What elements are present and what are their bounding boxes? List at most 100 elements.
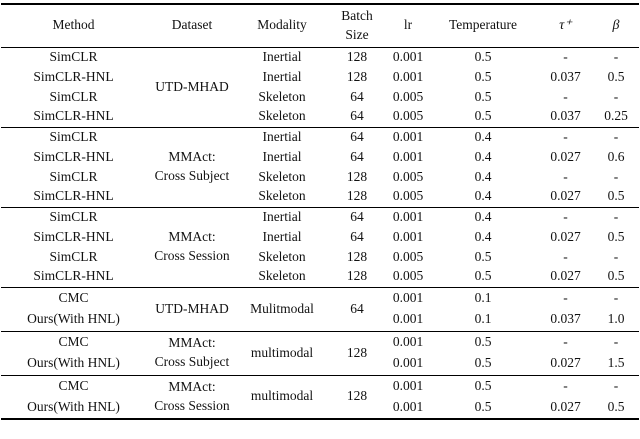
- lr-cell: 0.005: [392, 88, 424, 104]
- beta-cell: 0.5: [607, 399, 625, 415]
- batch-size-cell: 64: [350, 300, 364, 316]
- temperature-cell: 0.5: [474, 48, 492, 64]
- modality-cell: Inertial: [262, 128, 302, 144]
- method-cell: CMC: [58, 377, 89, 393]
- method-cell: SimCLR-HNL: [33, 68, 114, 84]
- modality-cell: Skeleton: [258, 188, 306, 204]
- col-header-dataset: Dataset: [171, 17, 213, 33]
- method-cell: SimCLR-HNL: [33, 228, 114, 244]
- method-cell: SimCLR-HNL: [33, 268, 114, 284]
- table-row: Ours(With HNL) 0.001 0.5 0.027 1.5: [1, 353, 639, 375]
- batch-size-cell: 64: [350, 108, 364, 124]
- table-row: Ours(With HNL) 0.001 0.5 0.027 0.5: [1, 397, 639, 419]
- tau-plus-cell: 0.027: [550, 228, 581, 244]
- modality-cell: Mulitmodal: [250, 300, 314, 316]
- lr-cell: 0.001: [392, 128, 424, 144]
- method-cell: SimCLR: [49, 88, 98, 104]
- temperature-cell: 0.4: [474, 188, 492, 204]
- group-simclr-mmact-cross-subject: SimCLR MMAct: Cross Subject Inertial 64 …: [1, 127, 639, 207]
- table-row: SimCLR Skeleton 128 0.005 0.4 - -: [1, 167, 639, 187]
- temperature-cell: 0.5: [474, 268, 492, 284]
- method-cell: SimCLR: [49, 128, 98, 144]
- group-cmc-mmact-cross-session: CMC MMAct: Cross Session multimodal 128 …: [1, 375, 639, 419]
- table-row: CMC MMAct: Cross Session multimodal 128 …: [1, 375, 639, 413]
- lr-cell: 0.001: [392, 68, 424, 84]
- modality-cell: Skeleton: [258, 168, 306, 184]
- beta-cell: -: [613, 333, 619, 349]
- batch-size-cell: 64: [350, 228, 364, 244]
- tau-plus-cell: 0.027: [550, 355, 581, 371]
- lr-cell: 0.005: [392, 168, 424, 184]
- table-row: SimCLR-HNL Skeleton 64 0.005 0.5 0.037 0…: [1, 107, 639, 127]
- lr-cell: 0.005: [392, 188, 424, 204]
- beta-cell: -: [613, 168, 619, 184]
- batch-size-cell: 128: [346, 388, 368, 404]
- lr-cell: 0.001: [392, 311, 424, 327]
- method-cell: SimCLR: [49, 248, 98, 264]
- tau-plus-cell: 0.037: [550, 108, 581, 124]
- col-header-temperature: Temperature: [448, 17, 517, 33]
- modality-cell: multimodal: [250, 344, 314, 360]
- beta-cell: -: [613, 289, 619, 305]
- temperature-cell: 0.5: [474, 248, 492, 264]
- batch-size-cell: 128: [346, 344, 368, 360]
- beta-cell: 1.0: [607, 311, 625, 327]
- method-cell: SimCLR: [49, 48, 98, 64]
- temperature-cell: 0.4: [474, 208, 492, 224]
- modality-cell: multimodal: [250, 388, 314, 404]
- tau-plus-cell: 0.027: [550, 148, 581, 164]
- method-cell: CMC: [58, 289, 89, 305]
- beta-cell: -: [613, 88, 619, 104]
- lr-cell: 0.001: [392, 377, 424, 393]
- batch-size-cell: 64: [350, 208, 364, 224]
- tau-plus-cell: 0.027: [550, 188, 581, 204]
- group-simclr-utd-mhad: SimCLR UTD-MHAD Inertial 128 0.001 0.5 -…: [1, 47, 639, 127]
- table-row: SimCLR-HNL Inertial 64 0.001 0.4 0.027 0…: [1, 227, 639, 247]
- modality-cell: Skeleton: [258, 268, 306, 284]
- tau-plus-cell: 0.027: [550, 399, 581, 415]
- col-header-beta: β: [612, 17, 620, 33]
- lr-cell: 0.005: [392, 108, 424, 124]
- beta-cell: 1.5: [607, 355, 625, 371]
- modality-cell: Inertial: [262, 68, 302, 84]
- tau-plus-cell: -: [563, 208, 568, 224]
- method-cell: SimCLR-HNL: [33, 148, 114, 164]
- tau-plus-cell: -: [563, 289, 568, 305]
- temperature-cell: 0.5: [474, 108, 492, 124]
- col-header-tau-plus: τ⁺: [559, 17, 572, 33]
- dataset-cell: MMAct: Cross Subject: [154, 149, 230, 183]
- col-header-modality: Modality: [257, 17, 307, 33]
- temperature-cell: 0.5: [474, 399, 492, 415]
- temperature-cell: 0.4: [474, 128, 492, 144]
- modality-cell: Inertial: [262, 208, 302, 224]
- tau-plus-cell: -: [563, 128, 568, 144]
- dataset-cell: MMAct: Cross Session: [154, 378, 230, 413]
- table-row: SimCLR-HNL Inertial 64 0.001 0.4 0.027 0…: [1, 147, 639, 167]
- temperature-cell: 0.1: [474, 289, 492, 305]
- lr-cell: 0.001: [392, 355, 424, 371]
- tau-plus-cell: 0.037: [550, 311, 581, 327]
- modality-cell: Skeleton: [258, 108, 306, 124]
- modality-cell: Skeleton: [258, 88, 306, 104]
- paper-table-container: Method Dataset Modality Batch Size lr Te…: [1, 3, 639, 420]
- lr-cell: 0.005: [392, 248, 424, 264]
- lr-cell: 0.001: [392, 208, 424, 224]
- dataset-cell: UTD-MHAD: [155, 78, 229, 94]
- lr-cell: 0.001: [392, 399, 424, 415]
- tau-plus-cell: -: [563, 333, 568, 349]
- method-cell: SimCLR: [49, 168, 98, 184]
- batch-size-cell: 128: [346, 168, 368, 184]
- table-row: SimCLR Skeleton 64 0.005 0.5 - -: [1, 87, 639, 107]
- modality-cell: Inertial: [262, 228, 302, 244]
- tau-plus-cell: 0.027: [550, 268, 581, 284]
- method-cell: Ours(With HNL): [27, 399, 120, 415]
- temperature-cell: 0.4: [474, 228, 492, 244]
- tau-plus-cell: -: [563, 248, 568, 264]
- table-row: SimCLR UTD-MHAD Inertial 128 0.001 0.5 -…: [1, 47, 639, 94]
- beta-cell: -: [613, 248, 619, 264]
- modality-cell: Inertial: [262, 148, 302, 164]
- table-row: SimCLR MMAct: Cross Subject Inertial 64 …: [1, 127, 639, 183]
- tau-plus-cell: -: [563, 168, 568, 184]
- batch-size-cell: 128: [346, 68, 368, 84]
- table-row: SimCLR MMAct: Cross Session Inertial 64 …: [1, 207, 639, 263]
